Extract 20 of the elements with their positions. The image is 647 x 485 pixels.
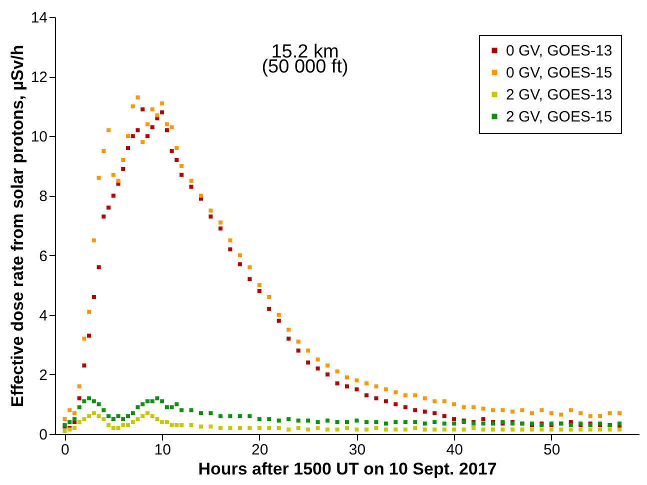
y-axis-title: Effective dose rate from solar protons, µSv/h — [8, 44, 27, 408]
x-tick-label: 0 — [61, 442, 70, 458]
y-tick-label: 6 — [39, 248, 48, 265]
y-tick-label: 4 — [39, 307, 48, 324]
legend-label: 2 GV, GOES-15 — [506, 108, 612, 126]
y-tick-label: 10 — [30, 128, 48, 146]
x-tick-label: 50 — [544, 442, 560, 458]
y-tick-label: 2 — [39, 366, 48, 384]
x-tick-label: 10 — [154, 442, 171, 458]
x-tick-label: 20 — [252, 442, 268, 458]
y-tick-label: 14 — [30, 10, 48, 26]
x-axis-title: Hours after 1500 UT on 10 Sept. 2017 — [198, 460, 497, 478]
legend-label: 0 GV, GOES-15 — [506, 64, 612, 82]
y-tick-label: 12 — [30, 69, 48, 86]
x-tick-label: 30 — [348, 442, 366, 458]
legend-label: 0 GV, GOES-13 — [506, 42, 612, 60]
x-tick-label: 40 — [446, 442, 463, 458]
y-tick-label: 8 — [39, 188, 48, 206]
y-tick-label: 0 — [39, 426, 48, 444]
legend-label: 2 GV, GOES-13 — [506, 86, 612, 104]
